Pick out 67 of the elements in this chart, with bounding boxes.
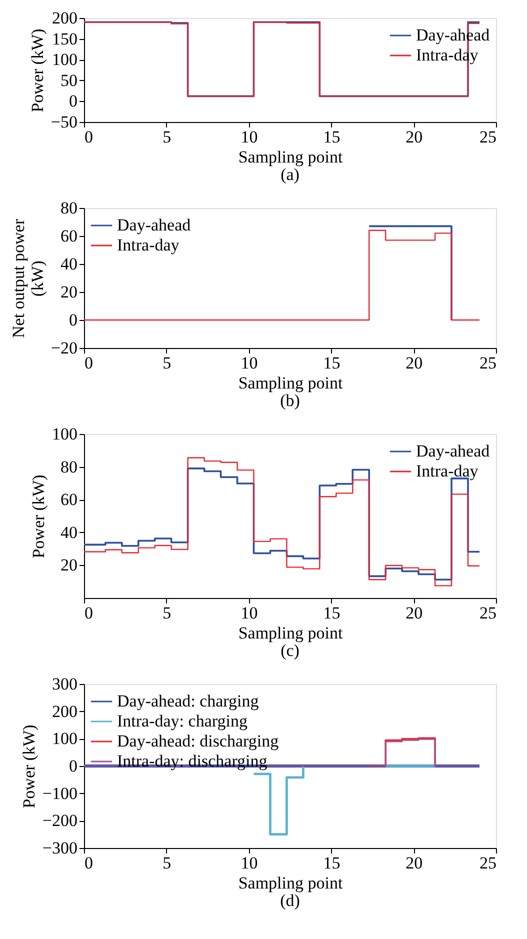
x-tick-label: 20 xyxy=(406,854,423,872)
x-tick-label: 0 xyxy=(84,128,93,146)
x-tick-label: 5 xyxy=(162,604,172,622)
y-tick-label: 80 xyxy=(60,457,78,476)
y-tick-label: 20 xyxy=(60,556,78,575)
y-tick-label: 0 xyxy=(69,310,78,330)
y-tick-label: 200 xyxy=(52,8,78,28)
y-tick-label: −20 xyxy=(50,338,78,358)
x-tick-label: 5 xyxy=(162,128,172,146)
y-axis-title: Net output power (kW) xyxy=(8,218,47,338)
y-tick-label: 100 xyxy=(52,424,78,444)
y-tick-label: 0 xyxy=(69,756,78,776)
x-tick-label: 20 xyxy=(406,604,423,622)
y-tick-label: 300 xyxy=(52,674,78,694)
x-tick-label: 5 xyxy=(162,854,172,872)
y-tick-label: 20 xyxy=(60,282,78,302)
y-axis-title: Power (kW) xyxy=(19,724,38,808)
x-tick-label: 25 xyxy=(480,354,496,372)
y-tick-label: 60 xyxy=(60,490,78,510)
legend-label: Day-ahead xyxy=(416,442,490,460)
x-tick-label: 0 xyxy=(84,604,93,622)
x-tick-label: 15 xyxy=(323,604,340,622)
legend-label: Day-ahead: discharging xyxy=(117,732,280,750)
legend-label: Intra-day xyxy=(416,462,479,480)
x-tick-label: 10 xyxy=(240,604,258,622)
y-tick-label: −200 xyxy=(42,811,78,830)
text: (d) xyxy=(280,891,300,910)
y-tick-label: −50 xyxy=(50,112,78,132)
legend-label: Day-ahead: charging xyxy=(117,692,260,710)
y-tick-label: 40 xyxy=(60,254,78,274)
y-tick-label: 0 xyxy=(69,92,78,111)
x-tick-label: 10 xyxy=(240,128,258,146)
y-tick-label: 40 xyxy=(60,522,78,542)
x-tick-label: 15 xyxy=(323,854,340,872)
x-tick-label: 10 xyxy=(240,354,258,372)
x-tick-label: 25 xyxy=(480,604,496,622)
text: (c) xyxy=(280,641,300,660)
text: (b) xyxy=(280,391,300,410)
x-tick-label: 20 xyxy=(406,354,423,372)
y-tick-label: −300 xyxy=(42,838,78,858)
x-axis-title: Sampling point xyxy=(238,874,343,892)
y-tick-label: 200 xyxy=(52,702,78,721)
x-axis-title: Sampling point xyxy=(238,374,343,392)
legend-label: Day-ahead xyxy=(117,216,192,234)
y-tick-label: 80 xyxy=(60,198,78,218)
x-tick-label: 0 xyxy=(84,854,93,872)
legend-label: Intra-day: charging xyxy=(117,712,248,730)
x-axis-title: Sampling point xyxy=(238,148,343,166)
y-tick-label: 50 xyxy=(60,70,78,90)
x-axis-title: Sampling point xyxy=(238,624,343,642)
y-axis-title: Power (kW) xyxy=(29,474,48,558)
x-tick-label: 20 xyxy=(406,128,423,146)
y-tick-label: 100 xyxy=(52,729,78,748)
x-tick-label: 0 xyxy=(84,354,93,372)
x-tick-label: 15 xyxy=(323,128,340,146)
legend-label: Intra-day xyxy=(117,236,180,254)
y-tick-label: 150 xyxy=(52,29,78,48)
y-tick-label: −100 xyxy=(42,784,78,803)
x-tick-label: 10 xyxy=(240,854,258,872)
x-tick-label: 25 xyxy=(480,854,496,872)
y-tick-label: 100 xyxy=(52,50,78,70)
y-tick-label: 60 xyxy=(60,226,78,246)
y-axis-title: Power (kW) xyxy=(28,28,47,112)
text: (a) xyxy=(280,165,300,184)
x-tick-label: 5 xyxy=(162,354,172,372)
x-tick-label: 15 xyxy=(323,354,340,372)
x-tick-label: 25 xyxy=(480,128,496,146)
